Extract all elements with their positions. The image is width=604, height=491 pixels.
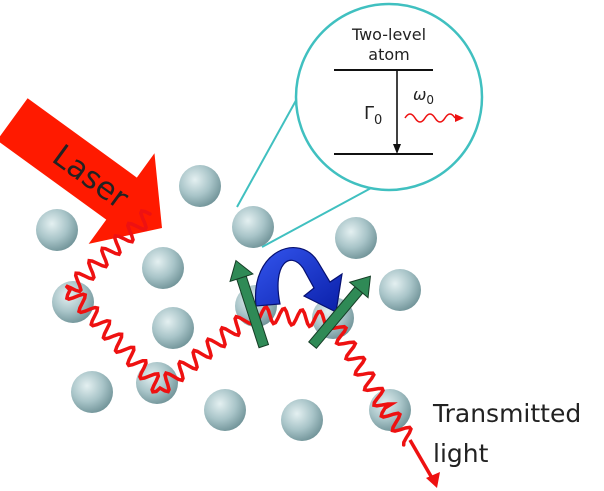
- atom: [379, 269, 421, 311]
- atom: [179, 165, 221, 207]
- inset-title-line2: atom: [368, 45, 409, 64]
- laser-arrow: Laser: [0, 98, 162, 244]
- inset-connector-lines: [236, 94, 387, 248]
- output-label-line2: light: [433, 439, 489, 468]
- dipole-arrow-right: [308, 275, 372, 350]
- frequency-label: ω0: [413, 85, 434, 107]
- inset-title-line1: Two-level: [351, 25, 426, 44]
- emitted-photon-icon: [404, 113, 456, 123]
- photon-exit-arrow: [408, 439, 440, 488]
- dipole-arrow-left: [229, 259, 270, 349]
- atom: [335, 217, 377, 259]
- atom: [232, 206, 274, 248]
- atom: [281, 399, 323, 441]
- atom: [204, 389, 246, 431]
- atom: [71, 371, 113, 413]
- atom: [36, 209, 78, 251]
- decay-rate-label: Γ0: [364, 103, 382, 128]
- transfer-arrow: [254, 247, 343, 313]
- output-label-line1: Transmitted: [432, 399, 581, 428]
- two-level-atom-inset: Two-level atom Γ0 ω0: [294, 2, 484, 192]
- atom: [152, 307, 194, 349]
- atom: [142, 247, 184, 289]
- atom: [369, 389, 411, 431]
- photon-path: [64, 209, 413, 447]
